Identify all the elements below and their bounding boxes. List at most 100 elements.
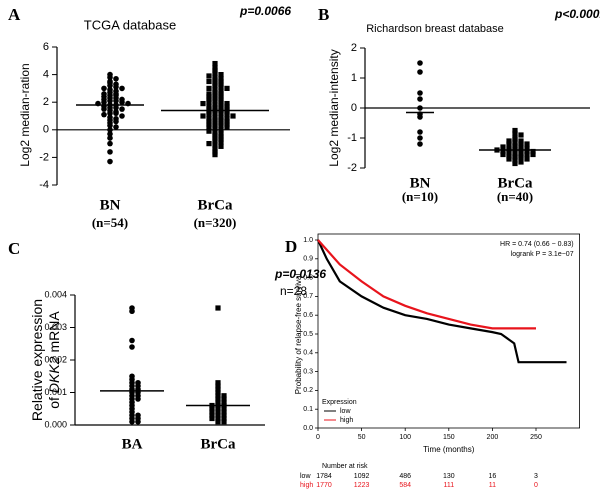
data-point xyxy=(119,113,125,119)
data-point xyxy=(224,100,230,107)
risk-row-name: high xyxy=(300,482,313,489)
data-point xyxy=(218,110,224,116)
data-point xyxy=(119,85,125,92)
data-point xyxy=(200,100,206,107)
data-point xyxy=(206,116,212,122)
data-point xyxy=(212,123,218,129)
data-point xyxy=(215,409,221,415)
x-tick-label: 0 xyxy=(316,434,320,441)
panel-letter: D xyxy=(285,237,297,256)
y-tick-label: -1 xyxy=(347,132,357,144)
data-point xyxy=(212,70,218,76)
data-point xyxy=(212,83,218,89)
data-point xyxy=(113,98,119,104)
data-point xyxy=(107,135,113,141)
y-tick-label: 0.7 xyxy=(303,293,313,300)
data-point xyxy=(218,114,224,120)
risk-value: 3 xyxy=(534,473,538,480)
data-point xyxy=(215,415,221,422)
data-point xyxy=(530,151,536,158)
data-point xyxy=(129,308,135,315)
y-axis-label: of DKK2 mRNA xyxy=(46,311,62,409)
data-point xyxy=(206,106,212,112)
x-tick-label: BrCa xyxy=(198,197,233,213)
data-point xyxy=(518,141,524,147)
data-point xyxy=(212,60,218,67)
data-point xyxy=(224,124,230,130)
survival-curve xyxy=(317,239,567,364)
data-point xyxy=(218,84,224,90)
data-point xyxy=(512,144,518,150)
data-point xyxy=(221,399,227,405)
data-point xyxy=(500,144,506,150)
data-point xyxy=(500,151,506,158)
y-tick-label: 2 xyxy=(43,96,49,108)
data-point xyxy=(221,412,227,418)
data-point xyxy=(218,117,224,123)
y-tick-label: 0.002 xyxy=(44,354,67,364)
data-point xyxy=(215,399,221,405)
data-point xyxy=(101,85,107,92)
data-point xyxy=(218,99,224,105)
data-point xyxy=(206,73,212,79)
data-point xyxy=(218,94,224,100)
data-point xyxy=(215,380,221,386)
y-tick-label: -2 xyxy=(347,162,357,174)
risk-value: 1223 xyxy=(354,482,370,489)
risk-title: Number at risk xyxy=(322,463,368,470)
data-point xyxy=(212,129,218,136)
data-point xyxy=(218,139,224,145)
data-point xyxy=(101,106,107,112)
data-point xyxy=(417,129,423,135)
data-point xyxy=(206,112,212,118)
data-point xyxy=(212,80,218,86)
data-point xyxy=(230,113,236,119)
data-point xyxy=(107,98,113,104)
risk-value: 1784 xyxy=(316,473,332,480)
x-tick-label: BA xyxy=(122,436,143,452)
data-point xyxy=(113,75,119,82)
data-point xyxy=(212,95,218,101)
legend-title: Expression xyxy=(322,399,357,406)
data-point xyxy=(417,96,423,102)
y-label-part: of xyxy=(46,397,62,409)
data-point xyxy=(218,88,224,94)
data-point xyxy=(500,148,506,155)
data-point xyxy=(212,114,218,120)
data-point xyxy=(212,120,218,126)
x-axis-label: Time (months) xyxy=(423,445,475,454)
data-point xyxy=(206,141,212,147)
data-point xyxy=(512,136,518,143)
panel-letter: B xyxy=(318,5,329,24)
data-point xyxy=(417,90,423,96)
data-point xyxy=(512,150,518,156)
data-point xyxy=(113,124,119,130)
data-point xyxy=(119,106,125,112)
data-point xyxy=(221,406,227,412)
data-point xyxy=(206,85,212,91)
x-tick-sublabel: (n=54) xyxy=(92,215,128,230)
data-point xyxy=(218,127,224,133)
data-point xyxy=(224,103,230,109)
chart-title: TCGA database xyxy=(84,17,177,32)
data-point xyxy=(212,67,218,74)
legend-label: low xyxy=(340,408,351,415)
data-point xyxy=(215,383,221,389)
data-point xyxy=(417,60,423,66)
data-point xyxy=(218,131,224,137)
chart-title: Richardson breast database xyxy=(366,23,504,35)
data-point xyxy=(107,131,113,137)
x-tick-sublabel: (n=320) xyxy=(194,215,237,230)
x-tick-label: BrCa xyxy=(498,175,533,191)
data-point xyxy=(506,138,512,144)
data-point xyxy=(512,127,518,134)
data-point xyxy=(215,393,221,399)
data-point xyxy=(107,74,113,81)
data-point xyxy=(524,156,530,162)
data-point xyxy=(512,139,518,146)
data-point xyxy=(221,409,227,415)
data-point xyxy=(506,156,512,162)
data-point xyxy=(129,344,135,350)
data-point xyxy=(518,144,524,150)
